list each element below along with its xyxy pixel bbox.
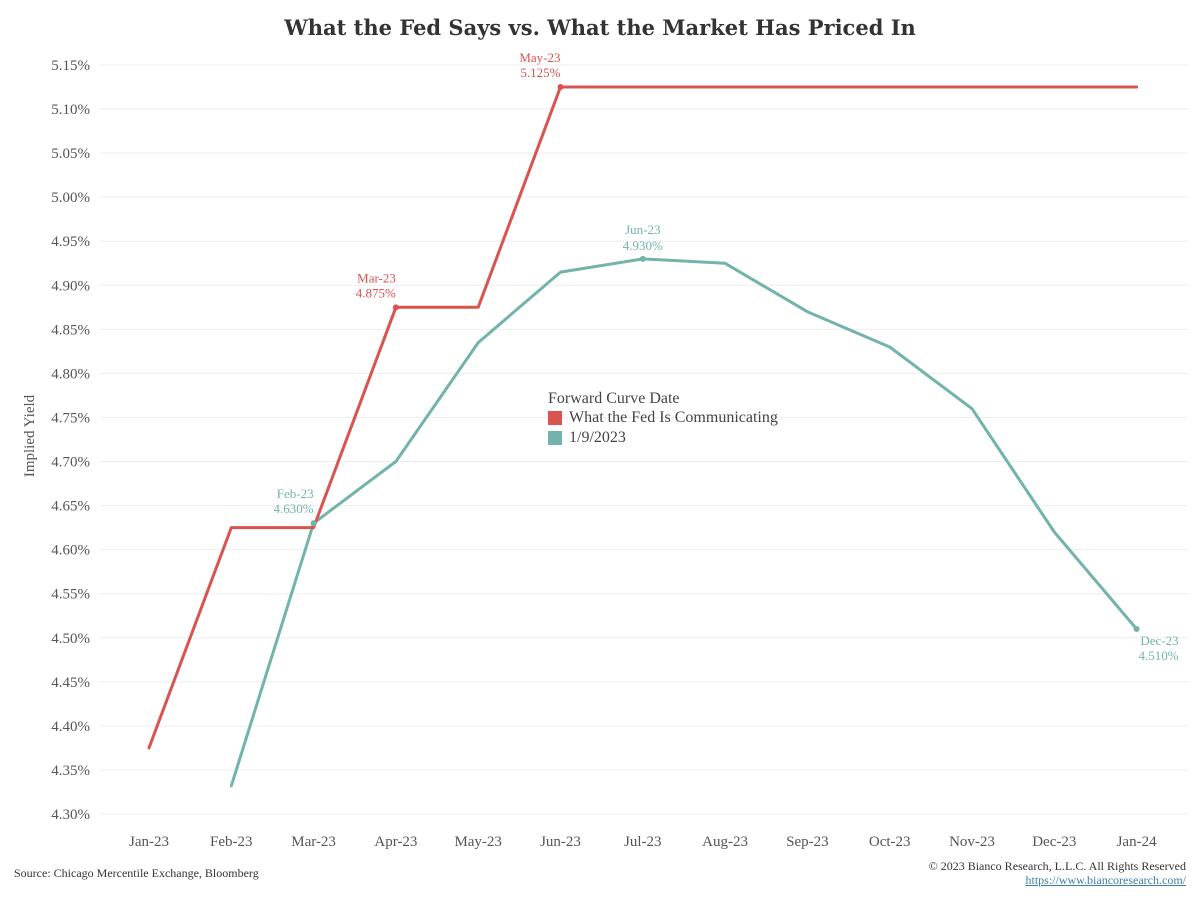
x-tick-label: Nov-23: [949, 834, 995, 850]
data-label-date: May-23: [519, 50, 560, 65]
credit: © 2023 Bianco Research, L.L.C. All Right…: [929, 859, 1186, 887]
x-tick-label: Jan-23: [129, 834, 169, 850]
x-tick-label: Oct-23: [869, 834, 911, 850]
chart-title: What the Fed Says vs. What the Market Ha…: [284, 15, 916, 40]
data-point-marker: [310, 520, 317, 527]
legend-title: Forward Curve Date: [548, 390, 680, 407]
copyright: © 2023 Bianco Research, L.L.C. All Right…: [928, 859, 1186, 873]
y-tick-label: 4.40%: [51, 719, 90, 735]
x-tick-label: Jan-24: [1117, 834, 1157, 850]
y-tick-label: 4.70%: [51, 455, 90, 471]
x-tick-label: Sep-23: [786, 834, 829, 850]
data-point-marker: [557, 84, 564, 91]
y-tick-label: 4.30%: [51, 807, 90, 823]
y-tick-label: 5.15%: [51, 58, 90, 74]
legend-label-market: 1/9/2023: [569, 429, 626, 446]
y-axis-label: Implied Yield: [22, 394, 38, 477]
y-tick-label: 4.35%: [51, 763, 90, 779]
y-tick-label: 4.80%: [51, 366, 90, 382]
data-label-value: 4.875%: [356, 285, 396, 300]
legend: Forward Curve Date What the Fed Is Commu…: [548, 390, 778, 448]
y-tick-label: 4.75%: [51, 410, 90, 426]
x-tick-label: Mar-23: [291, 834, 336, 850]
data-label-value: 5.125%: [520, 65, 560, 80]
legend-label-fed: What the Fed Is Communicating: [569, 409, 778, 426]
y-tick-label: 4.55%: [51, 587, 90, 603]
x-tick-label: Dec-23: [1032, 834, 1076, 850]
x-tick-label: Feb-23: [210, 834, 253, 850]
x-tick-label: Aug-23: [702, 834, 748, 850]
source-note: Source: Chicago Mercentile Exchange, Blo…: [14, 866, 259, 880]
data-point-marker: [392, 304, 399, 311]
x-tick-label: Apr-23: [374, 834, 417, 850]
data-label-date: Dec-23: [1140, 633, 1178, 648]
y-tick-label: 4.50%: [51, 631, 90, 647]
data-point-marker: [639, 255, 646, 262]
y-tick-label: 4.85%: [51, 322, 90, 338]
data-label-date: Mar-23: [357, 270, 396, 285]
y-tick-label: 4.45%: [51, 675, 90, 691]
legend-swatch-market: [548, 431, 562, 445]
x-tick-label: Jul-23: [624, 834, 662, 850]
y-tick-label: 5.00%: [51, 190, 90, 206]
data-label-value: 4.630%: [274, 501, 314, 516]
y-tick-label: 4.95%: [51, 234, 90, 250]
series-line-market: [229, 257, 1139, 788]
legend-item-fed: What the Fed Is Communicating: [548, 408, 778, 428]
y-tick-label: 4.65%: [51, 499, 90, 515]
data-label-date: Jun-23: [625, 222, 660, 237]
data-label-date: Feb-23: [277, 486, 314, 501]
x-tick-label: Jun-23: [540, 834, 581, 850]
data-label-value: 4.510%: [1139, 648, 1179, 663]
y-tick-label: 4.90%: [51, 278, 90, 294]
legend-swatch-fed: [548, 411, 562, 425]
website-link[interactable]: https://www.biancoresearch.com/: [1025, 873, 1186, 887]
data-point-marker: [1133, 625, 1140, 632]
x-tick-label: May-23: [454, 834, 502, 850]
y-tick-label: 5.10%: [51, 102, 90, 118]
y-tick-label: 5.05%: [51, 146, 90, 162]
legend-item-market: 1/9/2023: [548, 428, 778, 448]
y-tick-label: 4.60%: [51, 543, 90, 559]
data-label-value: 4.930%: [623, 238, 663, 253]
